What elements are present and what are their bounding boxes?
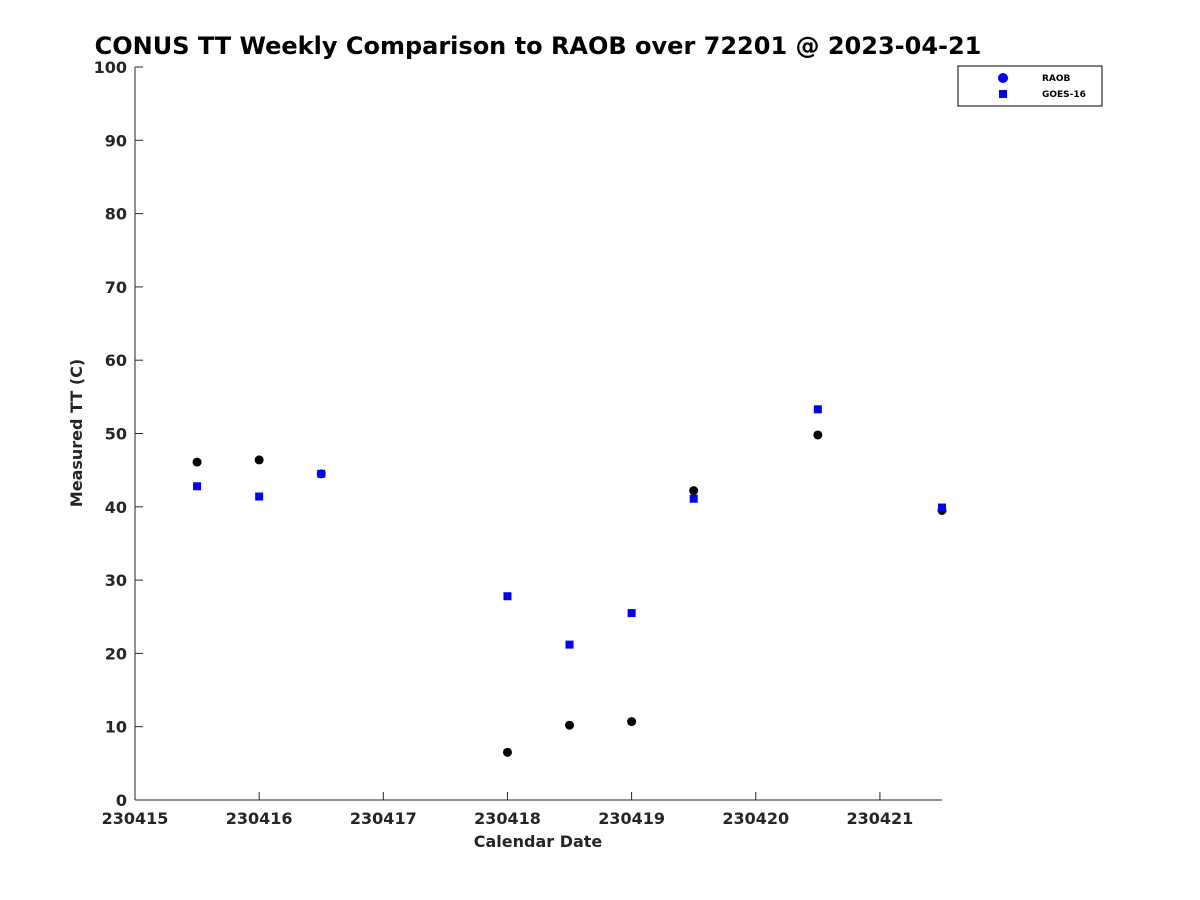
x-axis-label: Calendar Date — [474, 832, 603, 851]
y-tick-label: 10 — [105, 718, 127, 737]
y-tick-label: 90 — [105, 131, 127, 150]
x-tick-label: 230415 — [102, 809, 169, 828]
goes-16-point — [255, 492, 264, 501]
raob-point — [254, 455, 264, 465]
x-tick-label: 230417 — [350, 809, 417, 828]
x-tick-label: 230420 — [722, 809, 789, 828]
goes-16-point — [317, 469, 326, 478]
y-tick-label: 60 — [105, 351, 127, 370]
raob-point — [192, 457, 202, 467]
goes-16-point — [565, 640, 574, 649]
goes-16-point — [938, 503, 946, 512]
y-tick-label: 20 — [105, 644, 127, 663]
raob-point — [502, 747, 512, 757]
legend-goes-label: GOES-16 — [1042, 90, 1086, 100]
raob-point — [813, 430, 823, 440]
y-tick-label: 40 — [105, 498, 127, 517]
y-tick-label: 50 — [105, 425, 127, 444]
x-ticks: 230415 230416 230417 230418 230419 230420 2304… — [102, 792, 914, 828]
y-tick-label: 0 — [116, 791, 127, 810]
data-series — [192, 405, 947, 757]
y-axis-label: Measured TT (C) — [67, 359, 86, 507]
y-tick-label: 30 — [105, 571, 127, 590]
x-tick-label: 230421 — [847, 809, 914, 828]
y-tick-label: 100 — [94, 58, 127, 77]
x-tick-label: 230416 — [226, 809, 293, 828]
goes-16-point — [813, 405, 822, 414]
x-tick-label: 230418 — [474, 809, 541, 828]
legend-raob-marker — [998, 73, 1008, 83]
y-tick-label: 80 — [105, 205, 127, 224]
goes-16-point — [627, 609, 636, 618]
y-ticks: 0 10 20 30 40 50 60 70 80 90 100 — [94, 58, 143, 810]
chart-title: CONUS TT Weekly Comparison to RAOB over … — [95, 32, 982, 60]
legend: RAOB GOES-16 — [957, 65, 1103, 107]
x-tick-label: 230419 — [598, 809, 665, 828]
legend-goes-marker — [999, 90, 1007, 98]
legend-box — [957, 65, 1103, 107]
goes-16-point — [503, 592, 512, 601]
goes-16-point — [193, 482, 202, 491]
raob-point — [565, 720, 575, 730]
legend-raob-label: RAOB — [1042, 74, 1071, 84]
raob-point — [689, 486, 699, 496]
goes-16-point — [689, 494, 698, 503]
y-tick-label: 70 — [105, 278, 127, 297]
raob-point — [627, 717, 637, 727]
